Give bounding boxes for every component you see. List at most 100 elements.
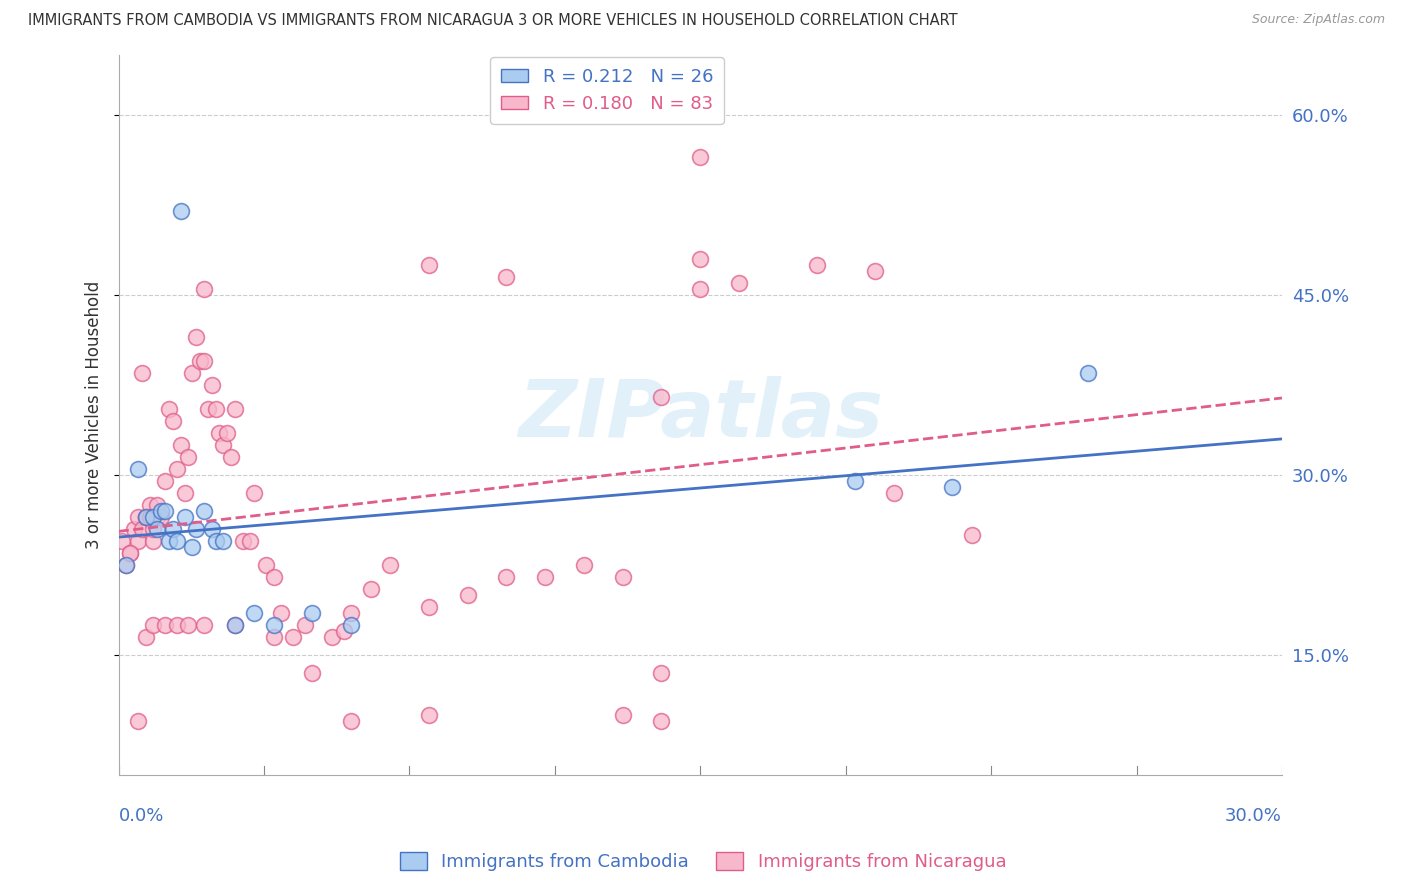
Point	[495, 570, 517, 584]
Point	[142, 522, 165, 536]
Point	[193, 354, 215, 368]
Point	[301, 606, 323, 620]
Point	[138, 498, 160, 512]
Point	[1077, 366, 1099, 380]
Point	[122, 522, 145, 536]
Point	[188, 354, 211, 368]
Point	[263, 630, 285, 644]
Point	[186, 522, 208, 536]
Point	[157, 533, 180, 548]
Point	[263, 570, 285, 584]
Point	[138, 509, 160, 524]
Point	[883, 485, 905, 500]
Point	[360, 582, 382, 596]
Point	[115, 558, 138, 572]
Point	[169, 438, 191, 452]
Point	[111, 533, 134, 548]
Point	[186, 330, 208, 344]
Point	[219, 450, 242, 464]
Point	[224, 617, 246, 632]
Point	[201, 522, 224, 536]
Point	[153, 474, 176, 488]
Point	[177, 450, 200, 464]
Point	[120, 546, 142, 560]
Point	[650, 390, 672, 404]
Point	[157, 401, 180, 416]
Point	[689, 282, 711, 296]
Point	[418, 707, 440, 722]
Point	[193, 282, 215, 296]
Text: Source: ZipAtlas.com: Source: ZipAtlas.com	[1251, 13, 1385, 27]
Point	[321, 630, 343, 644]
Point	[689, 150, 711, 164]
Point	[340, 617, 363, 632]
Point	[270, 606, 292, 620]
Point	[224, 401, 246, 416]
Point	[193, 504, 215, 518]
Point	[340, 606, 363, 620]
Point	[146, 509, 169, 524]
Point	[281, 630, 304, 644]
Point	[208, 425, 231, 440]
Point	[153, 504, 176, 518]
Point	[212, 438, 235, 452]
Point	[150, 509, 173, 524]
Point	[127, 509, 149, 524]
Point	[146, 522, 169, 536]
Point	[127, 533, 149, 548]
Point	[162, 522, 184, 536]
Point	[166, 533, 188, 548]
Text: 30.0%: 30.0%	[1225, 807, 1282, 825]
Point	[418, 599, 440, 614]
Point	[217, 425, 239, 440]
Point	[844, 474, 866, 488]
Point	[243, 606, 266, 620]
Point	[806, 258, 828, 272]
Point	[162, 414, 184, 428]
Point	[153, 617, 176, 632]
Point	[495, 269, 517, 284]
Point	[254, 558, 277, 572]
Point	[193, 617, 215, 632]
Point	[728, 276, 751, 290]
Point	[612, 707, 634, 722]
Point	[572, 558, 595, 572]
Point	[294, 617, 316, 632]
Point	[612, 570, 634, 584]
Point	[863, 264, 886, 278]
Point	[212, 533, 235, 548]
Point	[232, 533, 254, 548]
Point	[650, 714, 672, 728]
Point	[166, 617, 188, 632]
Point	[173, 485, 195, 500]
Point	[689, 252, 711, 266]
Point	[150, 504, 173, 518]
Point	[146, 498, 169, 512]
Point	[181, 540, 204, 554]
Point	[301, 665, 323, 680]
Point	[243, 485, 266, 500]
Point	[457, 588, 479, 602]
Point	[224, 617, 246, 632]
Point	[173, 509, 195, 524]
Point	[378, 558, 401, 572]
Point	[131, 522, 153, 536]
Legend: Immigrants from Cambodia, Immigrants from Nicaragua: Immigrants from Cambodia, Immigrants fro…	[392, 845, 1014, 879]
Text: 0.0%: 0.0%	[118, 807, 165, 825]
Point	[142, 509, 165, 524]
Point	[941, 480, 963, 494]
Point	[127, 462, 149, 476]
Point	[142, 533, 165, 548]
Point	[127, 714, 149, 728]
Text: ZIPatlas: ZIPatlas	[517, 376, 883, 454]
Point	[169, 204, 191, 219]
Text: IMMIGRANTS FROM CAMBODIA VS IMMIGRANTS FROM NICARAGUA 3 OR MORE VEHICLES IN HOUS: IMMIGRANTS FROM CAMBODIA VS IMMIGRANTS F…	[28, 13, 957, 29]
Point	[142, 617, 165, 632]
Point	[135, 509, 157, 524]
Point	[115, 558, 138, 572]
Point	[177, 617, 200, 632]
Y-axis label: 3 or more Vehicles in Household: 3 or more Vehicles in Household	[86, 281, 103, 549]
Point	[166, 462, 188, 476]
Point	[534, 570, 557, 584]
Point	[135, 630, 157, 644]
